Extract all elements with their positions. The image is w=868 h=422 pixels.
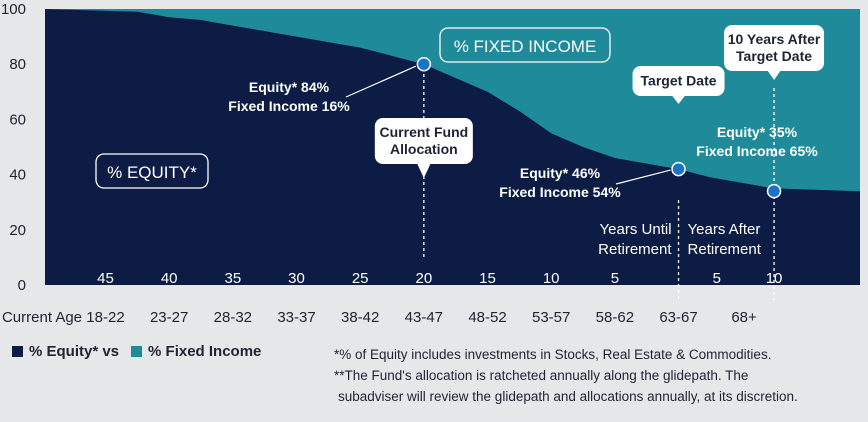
y-tick-20: 20 [9, 222, 26, 239]
legend-equity: % Equity* vs [29, 343, 120, 360]
footnote-1: *% of Equity includes investments in Sto… [334, 347, 772, 362]
callout-2-line-0: 10 Years After [728, 31, 821, 47]
marker-1-leader [615, 169, 671, 185]
y-tick-80: 80 [9, 56, 26, 73]
y-tick-60: 60 [9, 111, 26, 128]
marker-1-label-1: Fixed Income 54% [499, 184, 621, 200]
years-label-4: 25 [352, 270, 369, 287]
retirement-before-0: Years Until [600, 221, 672, 238]
fixed-income-swatch [131, 346, 143, 357]
years-label-1: 40 [161, 270, 178, 287]
age-band-18-22: 18-22 [86, 309, 124, 326]
callout-0-line-1: Allocation [390, 141, 458, 157]
legend-fixed-income: % Fixed Income [148, 343, 262, 360]
years-label-5: 20 [416, 270, 433, 287]
age-band-23-27: 23-27 [150, 309, 188, 326]
footnotes: *% of Equity includes investments in Sto… [334, 344, 798, 407]
marker-0-label-1: Fixed Income 16% [228, 98, 350, 114]
marker-0 [416, 56, 432, 72]
legend: % Equity* vs % Fixed Income [12, 343, 261, 360]
y-tick-0: 0 [18, 277, 26, 294]
retirement-after-1: Retirement [688, 241, 762, 258]
callout-arrow-1 [671, 95, 686, 104]
fixed-income-region-box [439, 27, 611, 63]
age-band-63-67: 63-67 [659, 309, 697, 326]
marker-1 [671, 161, 686, 177]
age-band-33-37: 33-37 [277, 309, 315, 326]
y-tick-100: 100 [1, 1, 26, 18]
footnote-2: **The Fund's allocation is ratcheted ann… [334, 368, 749, 383]
equity-region-label: % EQUITY* [107, 163, 197, 182]
glidepath-chart: 0 20 40 60 80 100 45 40 35 30 25 20 15 10 5 5 10 Current … [1, 1, 860, 326]
marker-0-leader [345, 65, 417, 98]
callout-0-line-0: Current Fund [380, 124, 469, 140]
callout-box-0 [374, 118, 473, 164]
age-band-68+: 68+ [731, 309, 757, 326]
callout-2-line-1: Target Date [736, 48, 812, 64]
x-axis-label: Current Age [2, 309, 82, 326]
callout-box-1 [632, 66, 725, 96]
y-tick-40: 40 [9, 167, 26, 184]
years-label-8: 5 [611, 270, 619, 287]
marker-2-label-1: Fixed Income 65% [696, 143, 818, 159]
age-band-48-52: 48-52 [468, 309, 506, 326]
age-band-43-47: 43-47 [405, 309, 443, 326]
marker-2 [766, 183, 782, 199]
equity-swatch [12, 346, 23, 357]
years-label-0: 45 [97, 270, 114, 287]
marker-0-label-0: Equity* 84% [249, 79, 330, 95]
footnote-3: subadviser will review the glidepath and… [338, 389, 798, 404]
marker-1-label-0: Equity* 46% [520, 165, 601, 181]
callout-arrow-2 [767, 70, 782, 80]
age-band-53-57: 53-57 [532, 309, 570, 326]
years-label-3: 30 [288, 270, 305, 287]
years-label-6: 15 [479, 270, 496, 287]
retirement-before-1: Retirement [598, 241, 672, 258]
age-band-58-62: 58-62 [596, 309, 634, 326]
callout-box-2 [724, 25, 825, 71]
callout-arrow-0 [416, 163, 431, 178]
age-band-28-32: 28-32 [214, 309, 252, 326]
retirement-after-0: Years After [688, 221, 761, 238]
marker-2-label-0: Equity* 35% [717, 124, 798, 140]
years-label-7: 10 [543, 270, 560, 287]
callout-1-line-0: Target Date [641, 73, 717, 89]
age-band-38-42: 38-42 [341, 309, 379, 326]
equity-region-box [95, 153, 209, 189]
years-label-9: 5 [713, 270, 721, 287]
years-label-10: 10 [766, 270, 783, 287]
years-label-2: 35 [224, 270, 241, 287]
fixed-income-region-label: % FIXED INCOME [454, 37, 597, 56]
